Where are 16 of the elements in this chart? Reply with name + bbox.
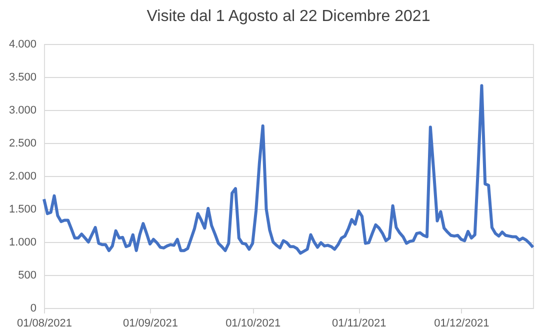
y-tick-label: 3.500 <box>8 72 36 84</box>
y-tick-label: 2.000 <box>8 170 36 182</box>
y-tick-label: 1.500 <box>8 204 36 216</box>
chart-title: Visite dal 1 Agosto al 22 Dicembre 2021 <box>146 8 430 25</box>
x-tick-label: 01/10/2021 <box>226 318 281 330</box>
x-tick-label: 01/08/2021 <box>16 318 72 330</box>
y-tick-label: 1.000 <box>8 236 36 248</box>
y-tick-label: 3.000 <box>8 104 36 116</box>
x-tick-label: 01/11/2021 <box>332 318 386 330</box>
y-tick-label: 4.000 <box>8 38 36 50</box>
x-tick-label: 01/09/2021 <box>122 318 178 330</box>
y-tick-label: 0 <box>30 302 36 314</box>
y-tick-label: 2.500 <box>8 138 36 150</box>
y-tick-label: 500 <box>18 270 36 282</box>
line-series <box>42 84 534 255</box>
x-tick-label: 01/12/2021 <box>434 318 490 330</box>
